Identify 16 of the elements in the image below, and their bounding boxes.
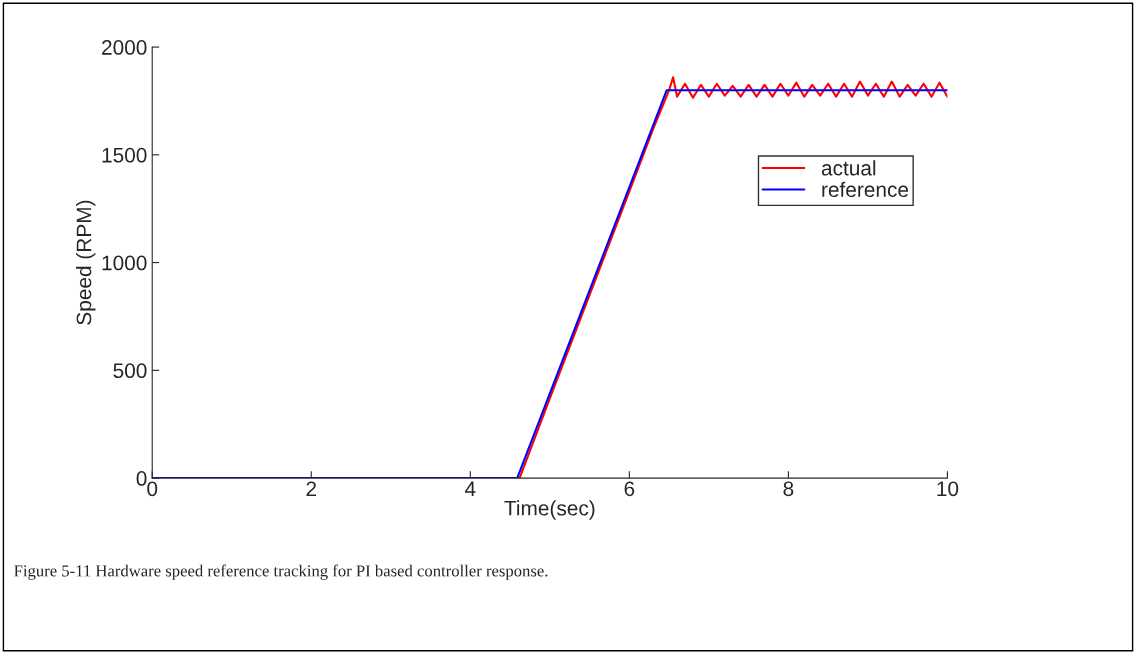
x-axis-title: Time(sec)	[504, 500, 595, 520]
x-tick-label: 0	[147, 481, 158, 497]
legend-label: reference	[822, 181, 909, 198]
y-axis-title: Speed (RPM)	[76, 200, 96, 325]
x-tick-label: 10	[937, 481, 959, 497]
y-tick-label: 1000	[102, 255, 147, 271]
caption: Figure 5-11 Hardware speed reference tracking for PI based controller response.	[14, 564, 548, 580]
y-tick-label: 0	[136, 471, 147, 486]
y-tick-label: 500	[113, 363, 147, 379]
x-tick-label: 4	[464, 481, 476, 496]
x-tick-label: 6	[624, 481, 635, 497]
y-tick-label: 1500	[102, 147, 147, 163]
legend-label: actual	[821, 160, 876, 176]
y-tick-label: 2000	[102, 40, 147, 55]
x-tick-label: 8	[783, 481, 794, 497]
x-tick-label: 2	[306, 481, 317, 496]
